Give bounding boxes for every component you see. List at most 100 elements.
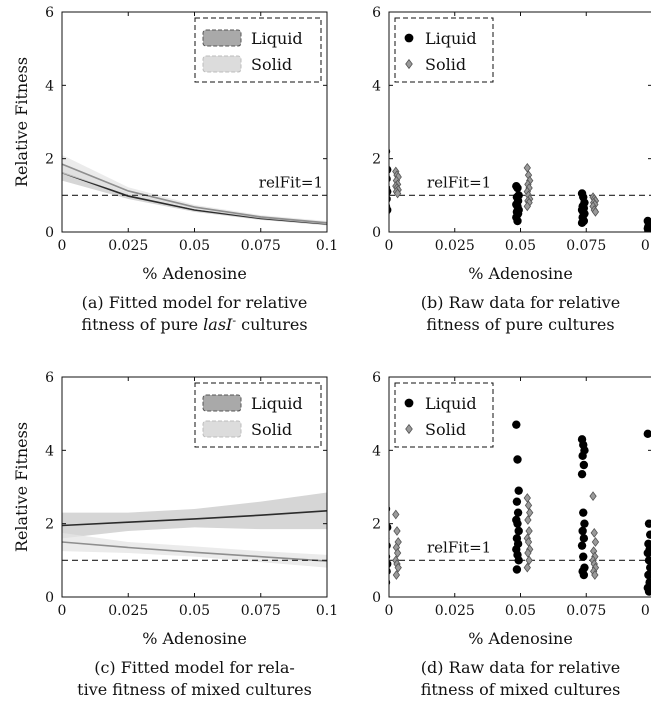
x-tick-label: 0.025	[435, 603, 475, 619]
caption-line: fitness of pure cultures	[426, 315, 614, 334]
reference-label: relFit=1	[427, 173, 491, 191]
plot-area	[62, 155, 327, 226]
data-point-liquid	[579, 460, 589, 470]
caption-line: tive fitness of mixed cultures	[77, 680, 312, 699]
legend-frame	[394, 382, 494, 448]
y-tick-label: 4	[45, 78, 54, 94]
legend-swatch-liquid	[202, 394, 242, 412]
y-tick-label: 6	[372, 5, 381, 21]
plot-area	[62, 492, 327, 568]
data-point-liquid	[644, 226, 651, 232]
data-point-solid	[524, 515, 532, 525]
plot-area	[389, 420, 651, 596]
legend-marker-liquid	[404, 33, 414, 43]
data-point-liquid	[389, 560, 392, 568]
legend-label-liquid: Liquid	[251, 394, 303, 413]
data-point-solid	[523, 493, 531, 503]
y-tick-label: 2	[372, 152, 381, 168]
panel-b: 0 0.025 0.05 0.075 0.1 0 2 4 6 % Adenosine relFit=…	[372, 5, 651, 334]
legend-marker-liquid	[404, 398, 414, 408]
x-tick-label: 0.05	[505, 238, 536, 254]
x-tick-label: 0.075	[241, 238, 281, 254]
data-point-liquid	[644, 587, 651, 596]
data-point-liquid	[580, 519, 589, 528]
data-point-solid	[525, 526, 533, 536]
data-point-solid	[523, 162, 531, 173]
panel-c: 0 0.025 0.05 0.075 0.1 0 2 4 6 % Adenosine Relativ…	[12, 370, 338, 699]
figure-caption: (d) Raw data for relative fitness of mixe…	[421, 658, 621, 699]
data-point-solid	[525, 555, 533, 566]
data-point-liquid	[514, 486, 523, 495]
data-point-solid	[523, 201, 531, 212]
data-point-liquid	[578, 526, 587, 536]
caption-line: (c) Fitted model for rela-	[94, 658, 295, 677]
data-point-solid	[590, 527, 598, 538]
data-point-solid	[526, 507, 534, 518]
y-axis-label: Relative Fitness	[12, 422, 31, 552]
confidence-band-solid	[62, 532, 327, 568]
y-tick-label: 0	[372, 225, 381, 241]
caption-line: (d) Raw data for relative	[421, 658, 621, 677]
data-point-liquid	[644, 570, 651, 580]
x-tick-label: 0.025	[435, 238, 475, 254]
x-tick-label: 0.075	[241, 603, 281, 619]
x-tick-label: 0	[58, 238, 67, 254]
y-tick-label: 2	[45, 152, 54, 168]
y-tick-label: 0	[45, 225, 54, 241]
y-tick-label: 2	[45, 517, 54, 533]
x-tick-label: 0	[385, 603, 394, 619]
legend-frame	[194, 382, 322, 448]
figure-caption: (a) Fitted model for relative fitness of …	[81, 293, 307, 334]
y-tick-label: 4	[372, 443, 381, 459]
data-point-solid	[392, 570, 401, 580]
x-tick-label: 0.05	[179, 238, 210, 254]
data-point-solid	[591, 537, 600, 547]
data-point-solid	[394, 562, 402, 573]
y-axis-label: Relative Fitness	[12, 57, 31, 187]
panel-a: 0 0.025 0.05 0.075 0.1 0 2 4 6 % Adenosine Relativ…	[12, 5, 338, 334]
x-tick-label: 0.1	[641, 238, 651, 254]
data-point-liquid	[381, 132, 389, 140]
legend-label-solid: Solid	[425, 420, 466, 439]
data-point-liquid	[389, 165, 392, 174]
data-point-liquid	[389, 542, 391, 550]
fit-line-solid	[62, 541, 327, 562]
caption-line: fitness of pure lasI- cultures	[81, 314, 307, 334]
legend-frame	[394, 17, 494, 83]
reference-label: relFit=1	[259, 173, 323, 191]
data-point-liquid	[577, 541, 587, 550]
y-tick-label: 0	[372, 590, 381, 606]
x-tick-label: 0	[58, 603, 67, 619]
legend: Liquid Solid	[194, 382, 322, 448]
legend-label-liquid: Liquid	[425, 394, 477, 413]
legend-swatch-solid	[202, 55, 242, 73]
y-tick-label: 4	[372, 78, 381, 94]
y-tick-label: 6	[45, 370, 54, 386]
x-tick-label: 0.05	[505, 603, 536, 619]
data-point-solid	[524, 500, 533, 511]
figure-caption: (c) Fitted model for rela-tive fitness o…	[77, 658, 312, 699]
data-point-solid	[589, 491, 597, 502]
data-point-solid	[392, 509, 400, 520]
data-point-liquid	[646, 530, 651, 539]
data-point-solid	[393, 526, 401, 536]
data-point-liquid	[389, 195, 391, 203]
data-point-liquid	[389, 175, 391, 183]
legend-label-solid: Solid	[251, 55, 292, 74]
data-point-liquid	[381, 180, 389, 188]
x-tick-label: 0.1	[641, 603, 651, 619]
x-axis-label: % Adenosine	[142, 264, 247, 283]
x-axis-label: % Adenosine	[468, 629, 573, 648]
data-point-liquid	[643, 429, 651, 439]
caption-line: fitness of mixed cultures	[421, 680, 621, 699]
x-tick-label: 0.1	[316, 238, 338, 254]
data-point-liquid	[514, 526, 523, 536]
data-point-liquid	[512, 565, 522, 574]
y-tick-label: 4	[45, 443, 54, 459]
data-point-liquid	[577, 469, 587, 479]
data-point-liquid	[579, 534, 589, 543]
x-tick-label: 0.075	[566, 603, 606, 619]
x-tick-label: 0	[385, 238, 394, 254]
x-axis-label: % Adenosine	[142, 629, 247, 648]
